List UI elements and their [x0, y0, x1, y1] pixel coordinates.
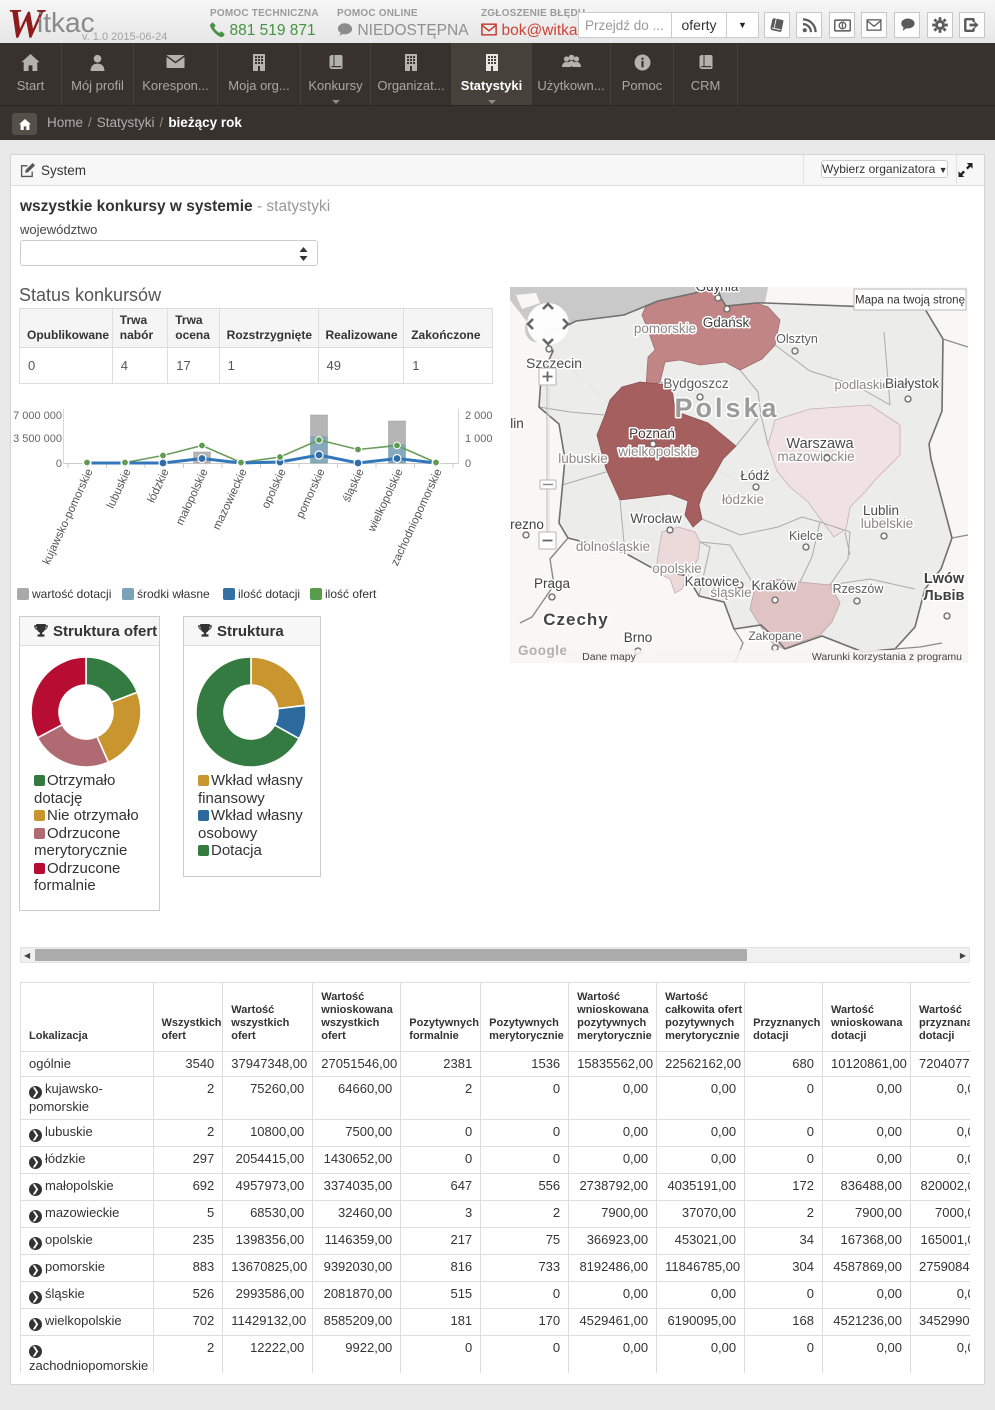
svg-text:opolskie: opolskie [260, 467, 289, 510]
svg-text:Białystok: Białystok [885, 376, 939, 391]
svg-text:łódzkie: łódzkie [722, 492, 764, 507]
svg-text:Dane mapy: Dane mapy [582, 651, 636, 663]
svg-text:lubelskie: lubelskie [861, 516, 914, 531]
svg-text:mazowieckie: mazowieckie [211, 467, 250, 532]
svg-text:7 000 000: 7 000 000 [13, 410, 62, 422]
svg-text:0: 0 [56, 458, 62, 470]
svg-text:Kraków: Kraków [751, 578, 796, 593]
svg-text:Google: Google [518, 643, 568, 658]
svg-text:Kielce: Kielce [789, 529, 823, 543]
svg-text:0: 0 [465, 458, 471, 470]
svg-text:Warszawa: Warszawa [786, 436, 854, 452]
svg-text:Czechy: Czechy [543, 610, 609, 629]
svg-text:mazowieckie: mazowieckie [777, 449, 854, 464]
svg-text:Mapa na twoją stronę: Mapa na twoją stronę [855, 295, 965, 307]
svg-text:Poznań: Poznań [629, 426, 675, 441]
svg-text:Łódź: Łódź [740, 468, 770, 483]
svg-text:łódzkie: łódzkie [146, 467, 172, 505]
svg-text:1 000: 1 000 [465, 433, 493, 445]
svg-text:opolskie: opolskie [652, 561, 702, 576]
svg-text:Olsztyn: Olsztyn [776, 332, 818, 346]
svg-text:Brno: Brno [624, 630, 653, 645]
svg-text:śląskie: śląskie [341, 467, 367, 504]
svg-text:pomorskie: pomorskie [294, 467, 327, 520]
svg-text:wielkopolskie: wielkopolskie [617, 444, 698, 459]
svg-text:Polska: Polska [674, 393, 779, 423]
svg-text:podlaskie: podlaskie [835, 377, 890, 392]
svg-text:lubuskie: lubuskie [105, 467, 134, 510]
svg-text:Bydgoszcz: Bydgoszcz [663, 376, 729, 391]
svg-text:Gdynia: Gdynia [696, 287, 739, 294]
svg-text:Zakopane: Zakopane [748, 629, 802, 643]
svg-text:małopolskie: małopolskie [174, 467, 211, 527]
svg-text:Gdańsk: Gdańsk [703, 315, 750, 330]
svg-text:Katowice: Katowice [685, 574, 740, 589]
svg-text:wielkopolskie: wielkopolskie [366, 467, 406, 534]
svg-text:dolnośląskie: dolnośląskie [576, 539, 650, 554]
svg-text:3 500 000: 3 500 000 [13, 433, 62, 445]
svg-text:Praga: Praga [534, 576, 571, 591]
svg-text:Rzeszów: Rzeszów [833, 582, 885, 596]
svg-text:kujawsko-pomorskie: kujawsko-pomorskie [41, 467, 96, 566]
svg-text:Wrocław: Wrocław [630, 511, 682, 526]
svg-text:lin: lin [510, 416, 524, 431]
svg-text:Lwów: Lwów [924, 571, 965, 587]
svg-text:Warunki korzystania z programu: Warunki korzystania z programu [812, 651, 962, 663]
svg-text:lubuskie: lubuskie [558, 451, 608, 466]
svg-text:2 000: 2 000 [465, 410, 493, 422]
svg-text:rezno: rezno [510, 517, 544, 532]
svg-text:Львів: Львів [924, 588, 965, 604]
svg-text:pomorskie: pomorskie [634, 321, 696, 336]
svg-text:Lublin: Lublin [863, 503, 899, 518]
